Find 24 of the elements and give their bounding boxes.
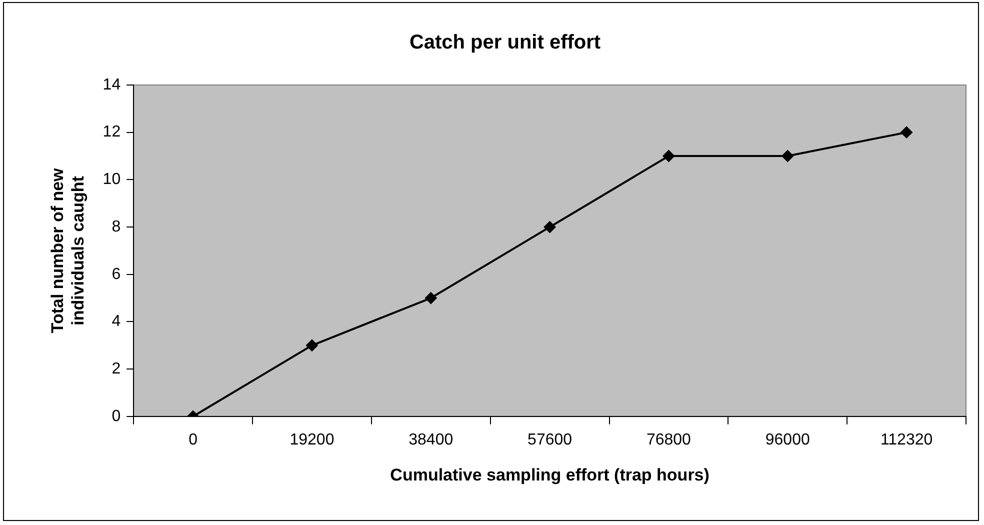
y-tick-label: 6 [112, 266, 121, 283]
point [782, 150, 794, 162]
y-tick-label: 4 [112, 313, 121, 330]
y-tick-label: 0 [112, 408, 121, 425]
x-tick-label: 57600 [528, 431, 572, 448]
x-tick-label: 96000 [765, 431, 810, 448]
y-tick-label: 8 [112, 218, 121, 236]
x-tick-label: 19200 [290, 431, 334, 448]
x-axis-title: Cumulative sampling effort (trap hours) [390, 465, 710, 484]
point [544, 221, 556, 234]
chart-title: Catch per unit effort [409, 32, 601, 54]
x-tick-label: 112320 [880, 431, 933, 448]
y-tick-label: 14 [102, 76, 121, 94]
x-tick-label: 0 [188, 431, 198, 448]
point [662, 150, 675, 162]
point [424, 292, 437, 304]
y-axis-title: Total number of new individuals caught [48, 167, 88, 334]
y-tick-label: 10 [102, 171, 121, 188]
y-tick-label: 2 [112, 360, 121, 378]
x-tick-label: 38400 [408, 431, 454, 448]
x-tick-label: 76800 [646, 431, 692, 448]
y-tick-label: 12 [102, 124, 121, 141]
point [900, 126, 913, 138]
point [306, 339, 318, 352]
